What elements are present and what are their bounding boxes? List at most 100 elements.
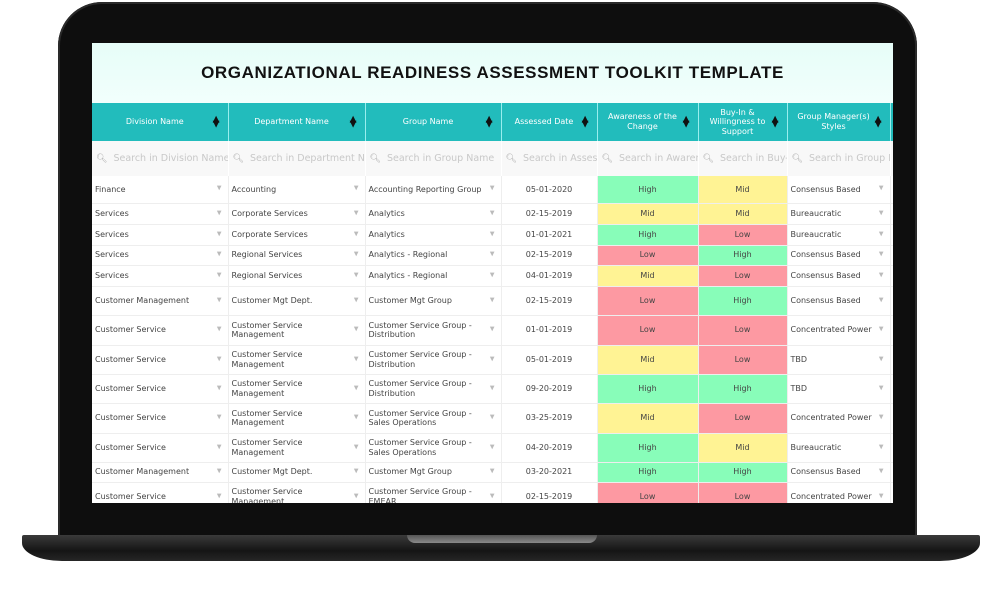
assessed-date-cell[interactable]: 02-15-2019: [501, 245, 598, 266]
dropdown-cell[interactable]: Customer Service Group - Distribution ▼: [365, 315, 502, 346]
assessed-date-cell[interactable]: 04-20-2019: [501, 433, 598, 463]
dropdown-cell[interactable]: Customer Service Management ▼: [228, 433, 366, 463]
dropdown-cell[interactable]: Regional Services ▼: [228, 245, 366, 266]
dropdown-cell[interactable]: Concentrated Power ▼: [787, 482, 891, 503]
chevron-down-icon[interactable]: ▼: [353, 443, 359, 451]
rating-cell[interactable]: Low: [698, 482, 788, 503]
assessed-date-cell[interactable]: 02-15-2019: [501, 286, 598, 316]
chevron-down-icon[interactable]: ▼: [489, 230, 495, 238]
chevron-down-icon[interactable]: ▼: [878, 184, 884, 192]
column-header[interactable]: Department Name ▲ ▼: [228, 103, 366, 141]
column-header[interactable]: Assessed Date ▲ ▼: [501, 103, 598, 141]
rating-cell[interactable]: High: [597, 433, 699, 463]
column-header[interactable]: Division Name ▲ ▼: [92, 103, 229, 141]
chevron-down-icon[interactable]: ▼: [216, 413, 222, 421]
dropdown-cell[interactable]: Consensus Based ▼: [787, 265, 891, 287]
rating-cell[interactable]: Low: [597, 286, 699, 316]
assessed-date-cell[interactable]: 04-01-2019: [501, 265, 598, 287]
chevron-down-icon[interactable]: ▼: [353, 413, 359, 421]
dropdown-cell[interactable]: TBD ▼: [787, 374, 891, 404]
rating-cell[interactable]: High: [698, 245, 788, 266]
chevron-down-icon[interactable]: ▼: [216, 184, 222, 192]
rating-cell[interactable]: Mid: [597, 345, 699, 375]
dropdown-cell[interactable]: Customer Mgt Dept. ▼: [228, 286, 366, 316]
chevron-down-icon[interactable]: ▼: [489, 325, 495, 333]
column-search-input[interactable]: 🔍︎ Search in Department Name: [228, 141, 366, 176]
dropdown-cell[interactable]: Consensus Based ▼: [787, 176, 891, 204]
sort-icon[interactable]: ▲ ▼: [682, 114, 690, 129]
dropdown-cell[interactable]: Customer Service Management ▼: [228, 315, 366, 346]
chevron-down-icon[interactable]: ▼: [216, 250, 222, 258]
rating-cell[interactable]: Low: [698, 224, 788, 246]
column-header[interactable]: Buy-In & Willingness to Support ▲ ▼: [698, 103, 788, 141]
rating-cell[interactable]: Low: [698, 345, 788, 375]
dropdown-cell[interactable]: Bureaucratic ▼: [787, 433, 891, 463]
dropdown-cell[interactable]: Customer Service Group - Sales Operation…: [365, 403, 502, 434]
chevron-down-icon[interactable]: ▼: [216, 325, 222, 333]
chevron-down-icon[interactable]: ▼: [878, 355, 884, 363]
chevron-down-icon[interactable]: ▼: [878, 250, 884, 258]
rating-cell[interactable]: Low: [698, 315, 788, 346]
dropdown-cell[interactable]: Customer Mgt Group ▼: [365, 462, 502, 483]
chevron-down-icon[interactable]: ▼: [353, 271, 359, 279]
rating-cell[interactable]: Mid: [597, 265, 699, 287]
chevron-down-icon[interactable]: ▼: [878, 467, 884, 475]
dropdown-cell[interactable]: Analytics ▼: [365, 224, 502, 246]
chevron-down-icon[interactable]: ▼: [489, 250, 495, 258]
dropdown-cell[interactable]: Customer Service Management ▼: [228, 374, 366, 404]
chevron-down-icon[interactable]: ▼: [353, 296, 359, 304]
rating-cell[interactable]: Low: [698, 403, 788, 434]
column-search-input[interactable]: 🔍︎ Search in Buy-In: [698, 141, 788, 176]
dropdown-cell[interactable]: Customer Service Management ▼: [228, 482, 366, 503]
assessed-date-cell[interactable]: 02-15-2019: [501, 203, 598, 225]
dropdown-cell[interactable]: Concentrated Power ▼: [787, 315, 891, 346]
chevron-down-icon[interactable]: ▼: [489, 413, 495, 421]
chevron-down-icon[interactable]: ▼: [878, 271, 884, 279]
sort-icon[interactable]: ▲ ▼: [771, 114, 779, 129]
column-search-input[interactable]: 🔍︎ Search in Group Name: [365, 141, 502, 176]
rating-cell[interactable]: Mid: [597, 203, 699, 225]
dropdown-cell[interactable]: Bureaucratic ▼: [787, 224, 891, 246]
chevron-down-icon[interactable]: ▼: [489, 384, 495, 392]
sort-icon[interactable]: ▲ ▼: [212, 114, 220, 129]
dropdown-cell[interactable]: Services ▼: [92, 265, 229, 287]
chevron-down-icon[interactable]: ▼: [489, 271, 495, 279]
chevron-down-icon[interactable]: ▼: [353, 184, 359, 192]
chevron-down-icon[interactable]: ▼: [353, 250, 359, 258]
column-search-input[interactable]: 🔍︎ Search in Group Manager(s) Styles: [787, 141, 891, 176]
chevron-down-icon[interactable]: ▼: [216, 384, 222, 392]
chevron-down-icon[interactable]: ▼: [353, 355, 359, 363]
assessed-date-cell[interactable]: 05-01-2019: [501, 345, 598, 375]
dropdown-cell[interactable]: Bureaucratic ▼: [787, 203, 891, 225]
chevron-down-icon[interactable]: ▼: [353, 230, 359, 238]
dropdown-cell[interactable]: Analytics - Regional ▼: [365, 265, 502, 287]
dropdown-cell[interactable]: Analytics ▼: [365, 203, 502, 225]
dropdown-cell[interactable]: Services ▼: [92, 224, 229, 246]
rating-cell[interactable]: Mid: [597, 403, 699, 434]
rating-cell[interactable]: Low: [597, 245, 699, 266]
chevron-down-icon[interactable]: ▼: [216, 355, 222, 363]
dropdown-cell[interactable]: Consensus Based ▼: [787, 462, 891, 483]
assessed-date-cell[interactable]: 02-15-2019: [501, 482, 598, 503]
dropdown-cell[interactable]: Customer Service ▼: [92, 374, 229, 404]
rating-cell[interactable]: High: [698, 374, 788, 404]
sort-icon[interactable]: ▲ ▼: [349, 114, 357, 129]
chevron-down-icon[interactable]: ▼: [489, 209, 495, 217]
dropdown-cell[interactable]: Customer Service ▼: [92, 482, 229, 503]
dropdown-cell[interactable]: Customer Service ▼: [92, 403, 229, 434]
dropdown-cell[interactable]: TBD ▼: [787, 345, 891, 375]
chevron-down-icon[interactable]: ▼: [878, 209, 884, 217]
dropdown-cell[interactable]: Customer Service ▼: [92, 433, 229, 463]
dropdown-cell[interactable]: Customer Service Management ▼: [228, 345, 366, 375]
dropdown-cell[interactable]: Analytics - Regional ▼: [365, 245, 502, 266]
dropdown-cell[interactable]: Accounting Reporting Group ▼: [365, 176, 502, 204]
dropdown-cell[interactable]: Finance ▼: [92, 176, 229, 204]
dropdown-cell[interactable]: Customer Service Group - Sales Operation…: [365, 433, 502, 463]
dropdown-cell[interactable]: Services ▼: [92, 245, 229, 266]
dropdown-cell[interactable]: Customer Service Group - Distribution ▼: [365, 374, 502, 404]
chevron-down-icon[interactable]: ▼: [216, 467, 222, 475]
chevron-down-icon[interactable]: ▼: [489, 492, 495, 500]
dropdown-cell[interactable]: Customer Service Group - Distribution ▼: [365, 345, 502, 375]
rating-cell[interactable]: Low: [597, 315, 699, 346]
column-header[interactable]: Group Name ▲ ▼: [365, 103, 502, 141]
